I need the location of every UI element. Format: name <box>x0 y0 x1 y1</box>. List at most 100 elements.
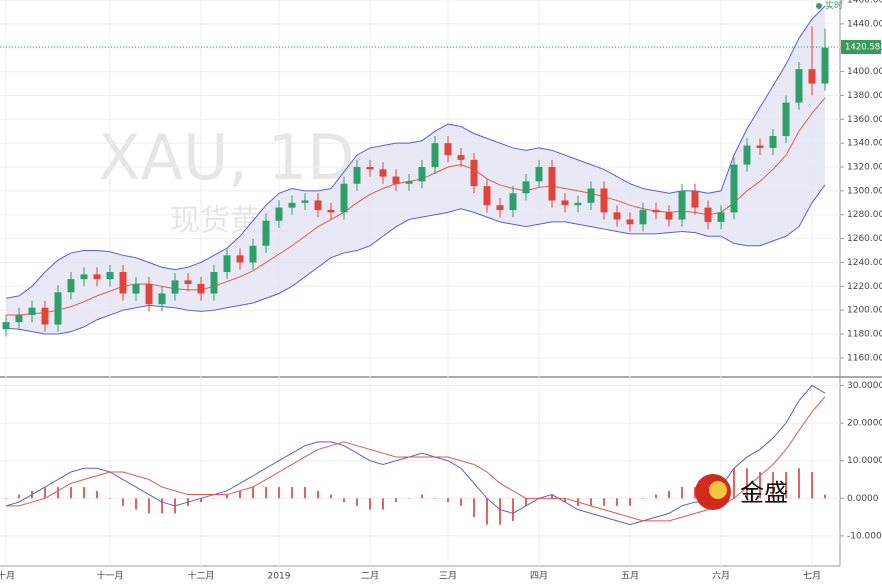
y-tick-label: 1280.00 <box>847 210 882 220</box>
candle-body <box>457 155 465 160</box>
y-tick-label: 1320.00 <box>847 163 882 173</box>
candle-body <box>665 212 673 220</box>
candle-body <box>301 200 309 203</box>
macd-hist <box>226 494 228 499</box>
macd-hist <box>551 494 553 499</box>
candle-body <box>639 209 647 225</box>
macd-hist <box>681 487 683 499</box>
macd-hist <box>44 487 46 499</box>
macd-hist <box>824 494 826 499</box>
candle-body <box>418 167 426 182</box>
candle-body <box>197 283 205 294</box>
macd-hist <box>668 490 670 499</box>
candle-body <box>236 255 244 263</box>
macd-hist <box>356 498 358 506</box>
x-tick-label: 五月 <box>621 571 639 582</box>
macd-hist <box>473 498 475 518</box>
y-tick-label: 1400.00 <box>847 67 882 77</box>
macd-hist <box>603 498 605 506</box>
y-tick-label: -10.0000 <box>847 531 882 541</box>
macd-hist <box>590 498 592 506</box>
candle-body <box>613 212 621 220</box>
candle-body <box>353 167 361 184</box>
candle-body <box>132 283 140 294</box>
candle-body <box>431 143 439 168</box>
y-tick-label: 0.0000 <box>847 494 879 504</box>
x-tick-label: 七月 <box>803 571 821 582</box>
macd-hist <box>395 498 397 503</box>
live-label: 实时 <box>825 0 843 12</box>
macd-hist <box>811 472 813 499</box>
macd-hist <box>161 498 163 514</box>
y-tick-label: 1440.00 <box>847 19 882 29</box>
candle-body <box>67 279 75 293</box>
macd-hist <box>746 468 748 499</box>
macd-hist <box>447 498 449 503</box>
macd-hist <box>629 498 631 506</box>
candle-body <box>704 207 712 222</box>
macd-hist <box>694 487 696 499</box>
candle-body <box>145 283 153 305</box>
x-tick-label: 二月 <box>361 571 379 582</box>
y-tick-label: 1260.00 <box>847 234 882 244</box>
y-tick-label: 1340.00 <box>847 139 882 149</box>
candle-body <box>93 274 101 280</box>
macd-hist <box>421 494 423 499</box>
macd-hist <box>434 498 436 499</box>
x-tick-label: 三月 <box>439 571 457 582</box>
macd-hist <box>317 490 319 499</box>
candle-body <box>821 47 829 84</box>
y-tick-label: 1200.00 <box>847 306 882 316</box>
macd-hist <box>525 498 527 506</box>
candle-body <box>496 205 504 210</box>
x-tick-label: 十月 <box>0 570 15 582</box>
macd-hist <box>5 498 7 499</box>
candle-body <box>2 322 10 330</box>
macd-hist <box>83 487 85 499</box>
macd-hist <box>798 468 800 499</box>
macd-hist <box>642 498 644 499</box>
candle-body <box>574 202 582 206</box>
candle-body <box>600 188 608 213</box>
macd-hist <box>265 487 267 499</box>
candle-body <box>626 219 634 225</box>
macd-hist <box>330 494 332 499</box>
candle-body <box>41 307 49 325</box>
live-dot <box>816 3 822 9</box>
macd-hist <box>499 498 501 525</box>
macd-hist <box>239 490 241 499</box>
macd-hist <box>252 487 254 499</box>
candle-body <box>119 272 127 294</box>
macd-hist <box>785 472 787 499</box>
macd-hist <box>291 487 293 499</box>
candle-body <box>158 293 166 305</box>
candle-body <box>262 220 270 246</box>
macd-hist <box>655 494 657 499</box>
macd-hist <box>122 498 124 506</box>
candle-body <box>249 245 257 263</box>
candle-body <box>405 181 413 184</box>
candle-body <box>561 200 569 206</box>
candle-body <box>782 102 790 137</box>
candle-body <box>379 169 387 177</box>
candle-body <box>210 272 218 294</box>
y-tick-label: 1360.00 <box>847 115 882 125</box>
candle-body <box>509 193 517 210</box>
macd-hist <box>304 487 306 499</box>
macd-hist <box>70 487 72 499</box>
candle-body <box>314 200 322 210</box>
macd-hist <box>512 498 514 521</box>
candle-body <box>171 280 179 294</box>
macd-hist <box>486 498 488 525</box>
y-tick-label: 1220.00 <box>847 282 882 292</box>
candle-body <box>288 202 296 208</box>
candle-body <box>522 181 530 194</box>
candle-body <box>587 188 595 203</box>
candle-body <box>756 145 764 148</box>
candle-body <box>15 314 23 323</box>
y-tick-label: 20.0000 <box>847 419 882 429</box>
candle-body <box>691 190 699 208</box>
macd-dif <box>5 384 826 526</box>
candle-body <box>80 274 88 280</box>
